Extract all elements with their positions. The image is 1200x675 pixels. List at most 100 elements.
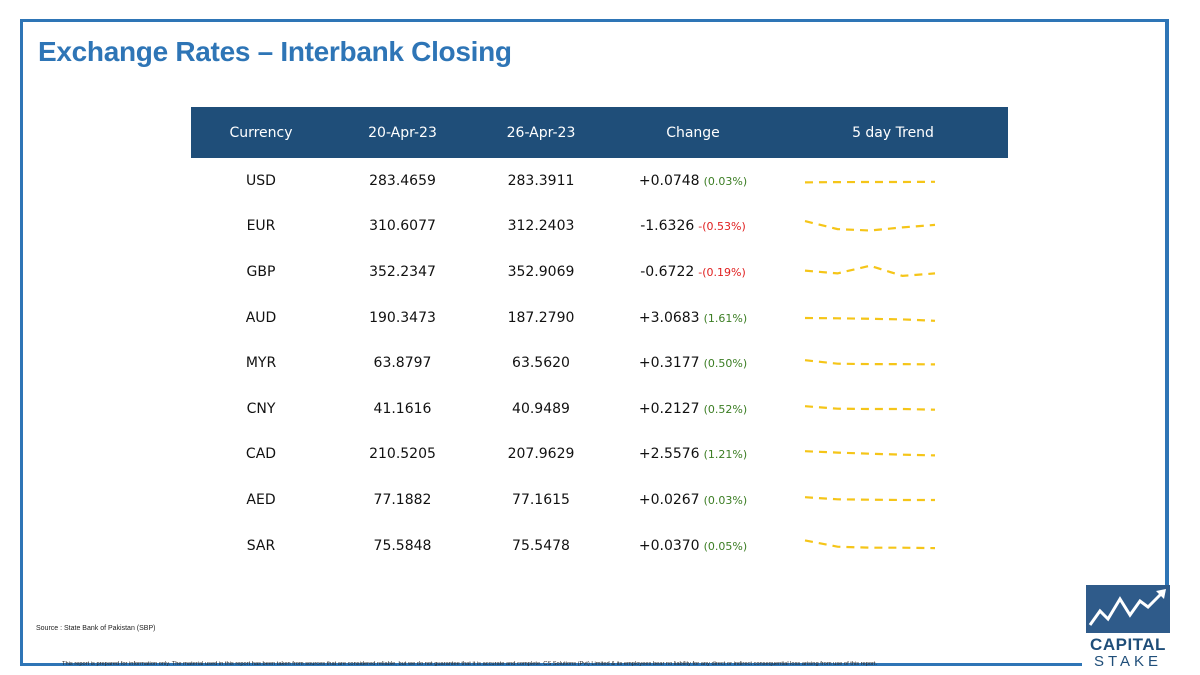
trend-cell	[778, 386, 1008, 432]
header-change: Change	[666, 124, 720, 141]
rate-prev-cell: 283.4659	[369, 172, 436, 189]
rate-curr-cell: 40.9489	[512, 400, 570, 417]
trend-cell	[778, 477, 1008, 523]
rate-curr-cell: 77.1615	[512, 491, 570, 508]
change-cell: +0.0748 (0.03%)	[608, 158, 778, 204]
exchange-rates-table: Currency 20-Apr-23 26-Apr-23 Change 5 da…	[191, 107, 1008, 568]
change-value: +0.0267	[638, 491, 700, 508]
rate-prev-cell: 75.5848	[373, 537, 432, 554]
header-date-prev: 20-Apr-23	[368, 124, 437, 141]
trend-sparkline	[804, 496, 935, 502]
rate-prev-cell: 41.1616	[373, 400, 432, 417]
currency-cell: AED	[246, 491, 276, 508]
rate-curr-cell: 207.9629	[507, 446, 575, 463]
logo-text-capital: CAPITAL	[1090, 635, 1166, 654]
source-note: Source : State Bank of Pakistan (SBP)	[36, 625, 156, 632]
change-cell: +0.0370 (0.05%)	[608, 523, 778, 569]
table-row: CAD 210.5205 207.9629 +2.5576 (1.21%)	[191, 432, 1008, 478]
trend-line	[804, 404, 936, 411]
trend-sparkline	[804, 220, 936, 232]
change-percent: (1.21%)	[703, 448, 748, 462]
table-row: MYR 63.8797 63.5620 +0.3177 (0.50%)	[191, 340, 1008, 386]
change-value: +0.3177	[638, 355, 700, 372]
change-value: +2.5576	[638, 446, 700, 463]
trend-cell	[778, 249, 1008, 295]
slide-frame	[20, 19, 1169, 666]
table-row: AUD 190.3473 187.2790 +3.0683 (1.61%)	[191, 295, 1008, 341]
currency-cell: EUR	[246, 218, 276, 235]
change-cell: +3.0683 (1.61%)	[608, 295, 778, 341]
currency-cell: USD	[246, 172, 276, 189]
page-title: Exchange Rates – Interbank Closing	[38, 36, 512, 67]
currency-cell: AUD	[245, 309, 277, 326]
table-header-row: Currency 20-Apr-23 26-Apr-23 Change 5 da…	[191, 107, 1008, 158]
trend-cell	[778, 523, 1008, 569]
trend-sparkline	[804, 316, 936, 322]
trend-line	[804, 359, 936, 366]
change-value: +0.0370	[638, 537, 700, 554]
change-percent: (0.50%)	[703, 357, 748, 371]
currency-cell: GBP	[246, 263, 276, 280]
change-cell: +2.5576 (1.21%)	[608, 432, 778, 478]
rate-prev-cell: 310.6077	[369, 218, 436, 235]
header-trend: 5 day Trend	[852, 124, 934, 141]
currency-cell: CAD	[245, 446, 277, 463]
change-cell: -0.6722 -(0.19%)	[608, 249, 778, 295]
change-cell: +0.2127 (0.52%)	[608, 386, 778, 432]
table-body: USD 283.4659 283.3911 +0.0748 (0.03%) EUR 310.…	[191, 158, 1008, 568]
change-percent: (0.03%)	[703, 493, 748, 507]
trend-line	[804, 538, 936, 549]
change-percent: -(0.19%)	[698, 265, 746, 279]
rate-prev-cell: 77.1882	[373, 491, 432, 508]
header-date-curr: 26-Apr-23	[506, 124, 576, 141]
currency-cell: SAR	[246, 537, 276, 554]
table-row: AED 77.1882 77.1615 +0.0267 (0.03%)	[191, 477, 1008, 523]
trend-line	[804, 264, 936, 277]
change-cell: +0.3177 (0.50%)	[608, 340, 778, 386]
trend-sparkline	[804, 180, 936, 184]
table-row: GBP 352.2347 352.9069 -0.6722 -(0.19%)	[191, 249, 1008, 295]
rate-curr-cell: 352.9069	[507, 263, 575, 280]
rate-curr-cell: 312.2403	[507, 218, 575, 235]
trend-cell	[778, 204, 1008, 250]
change-value: +0.0748	[638, 172, 700, 189]
trend-line	[804, 316, 936, 322]
trend-line	[804, 496, 935, 502]
currency-cell: MYR	[245, 355, 277, 372]
rate-curr-cell: 187.2790	[507, 309, 575, 326]
trend-line	[804, 450, 936, 457]
table-row: USD 283.4659 283.3911 +0.0748 (0.03%)	[191, 158, 1008, 204]
logo-text-stake: STAKE	[1093, 653, 1163, 670]
disclaimer-text: This report is prepared for information …	[62, 661, 878, 667]
change-percent: (0.05%)	[703, 539, 748, 553]
trend-cell	[778, 295, 1008, 341]
change-cell: -1.6326 -(0.53%)	[608, 204, 778, 250]
table-row: SAR 75.5848 75.5478 +0.0370 (0.05%)	[191, 523, 1008, 569]
trend-line	[804, 180, 936, 184]
change-percent: -(0.53%)	[698, 220, 746, 234]
trend-cell	[778, 158, 1008, 204]
capital-stake-chart-icon	[1086, 585, 1170, 633]
rate-curr-cell: 63.5620	[512, 355, 570, 372]
rate-prev-cell: 210.5205	[369, 446, 436, 463]
trend-line	[804, 220, 936, 232]
trend-sparkline	[804, 538, 936, 549]
trend-sparkline	[804, 264, 936, 277]
change-value: -1.6326	[640, 218, 695, 235]
rate-prev-cell: 352.2347	[369, 263, 436, 280]
trend-sparkline	[804, 359, 936, 366]
rate-prev-cell: 63.8797	[373, 355, 432, 372]
change-cell: +0.0267 (0.03%)	[608, 477, 778, 523]
currency-cell: CNY	[246, 400, 276, 417]
table-row: EUR 310.6077 312.2403 -1.6326 -(0.53%)	[191, 204, 1008, 250]
rate-curr-cell: 75.5478	[512, 537, 570, 554]
table-row: CNY 41.1616 40.9489 +0.2127 (0.52%)	[191, 386, 1008, 432]
change-value: -0.6722	[640, 263, 695, 280]
rate-curr-cell: 283.3911	[507, 172, 575, 189]
change-value: +0.2127	[638, 400, 700, 417]
change-percent: (0.52%)	[703, 402, 748, 416]
trend-cell	[778, 340, 1008, 386]
header-currency: Currency	[229, 124, 293, 141]
change-value: +3.0683	[638, 309, 700, 326]
capital-stake-logo: CAPITAL STAKE	[1082, 585, 1174, 671]
